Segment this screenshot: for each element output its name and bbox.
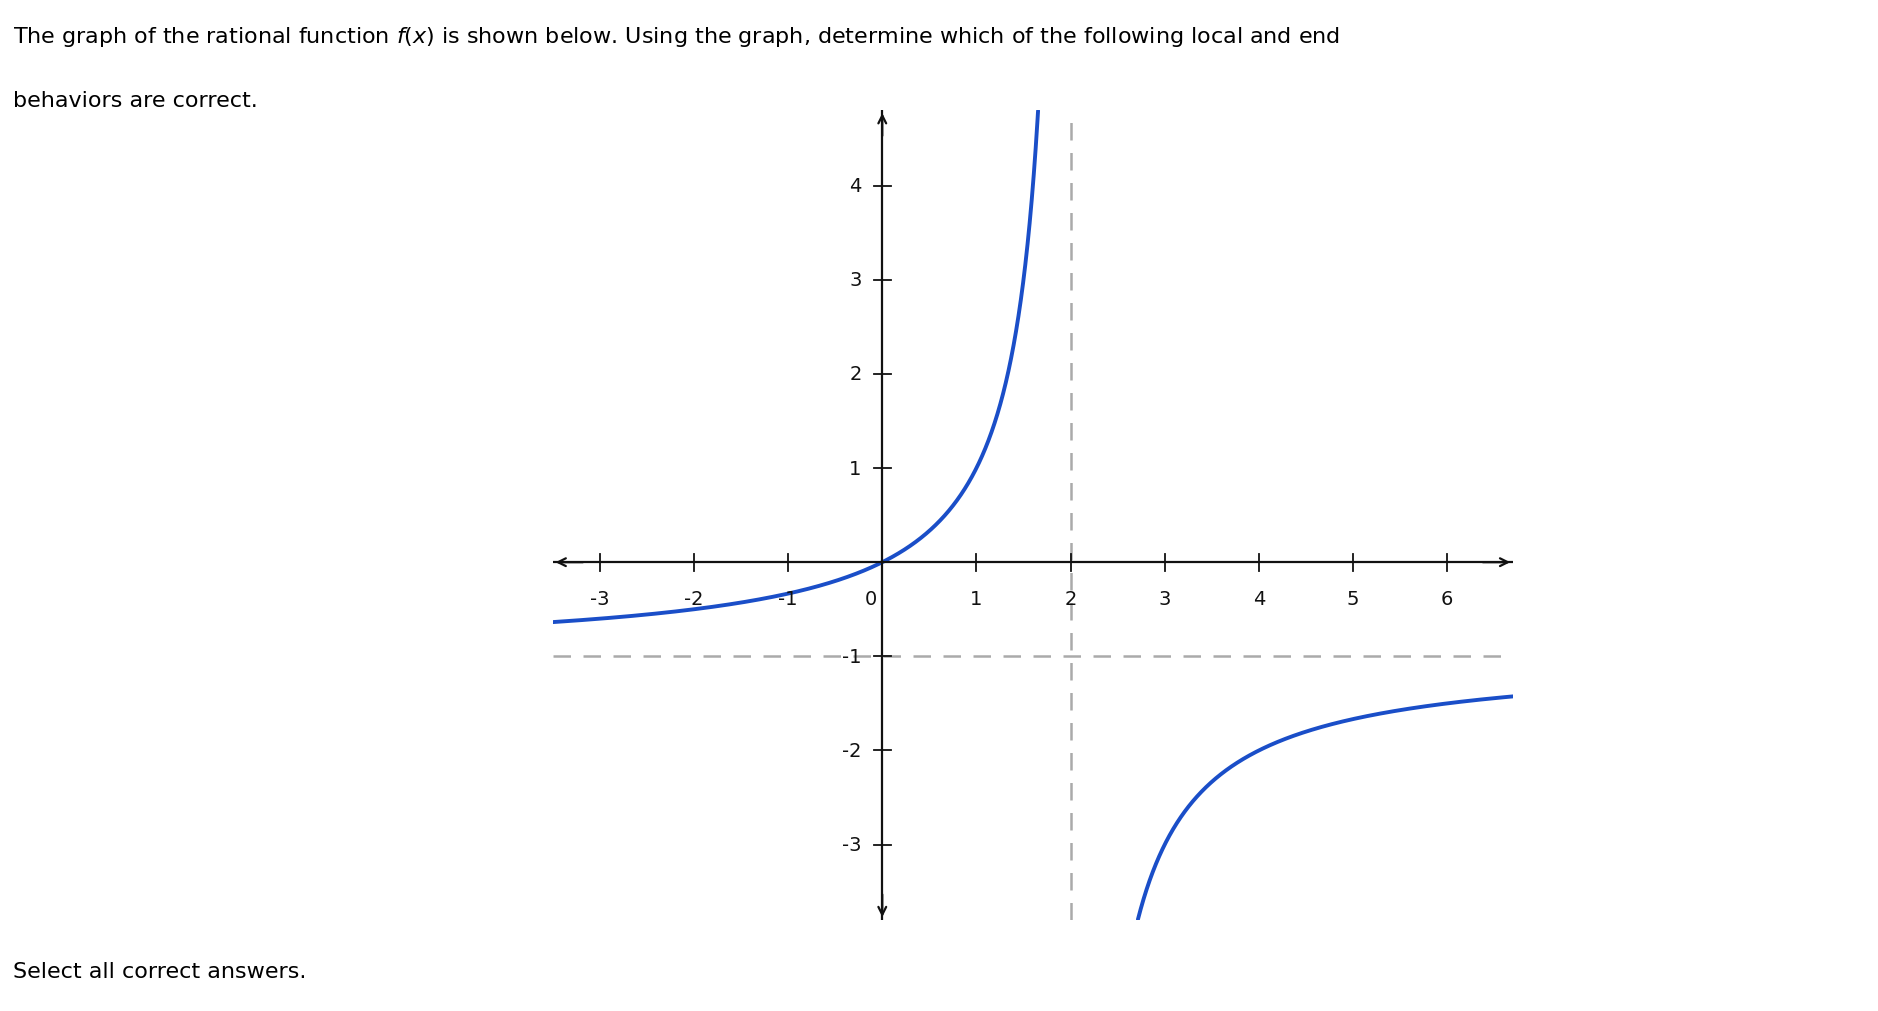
Text: -2: -2 <box>684 589 704 608</box>
Text: behaviors are correct.: behaviors are correct. <box>13 91 257 111</box>
Text: 2: 2 <box>849 365 862 384</box>
Text: 1: 1 <box>971 589 982 608</box>
Text: 3: 3 <box>1159 589 1170 608</box>
Text: 4: 4 <box>849 177 862 196</box>
Text: 2: 2 <box>1065 589 1076 608</box>
Text: -2: -2 <box>841 741 862 760</box>
Text: 3: 3 <box>849 271 862 290</box>
Text: 6: 6 <box>1440 589 1454 608</box>
Text: Select all correct answers.: Select all correct answers. <box>13 960 306 981</box>
Text: 4: 4 <box>1253 589 1266 608</box>
Text: -1: -1 <box>777 589 798 608</box>
Text: 5: 5 <box>1347 589 1360 608</box>
Text: The graph of the rational function $f(x)$ is shown below. Using the graph, deter: The graph of the rational function $f(x)… <box>13 25 1341 50</box>
Text: 1: 1 <box>849 459 862 478</box>
Text: -3: -3 <box>841 835 862 854</box>
Text: -3: -3 <box>590 589 610 608</box>
Text: 0: 0 <box>866 589 877 608</box>
Text: -1: -1 <box>841 647 862 666</box>
